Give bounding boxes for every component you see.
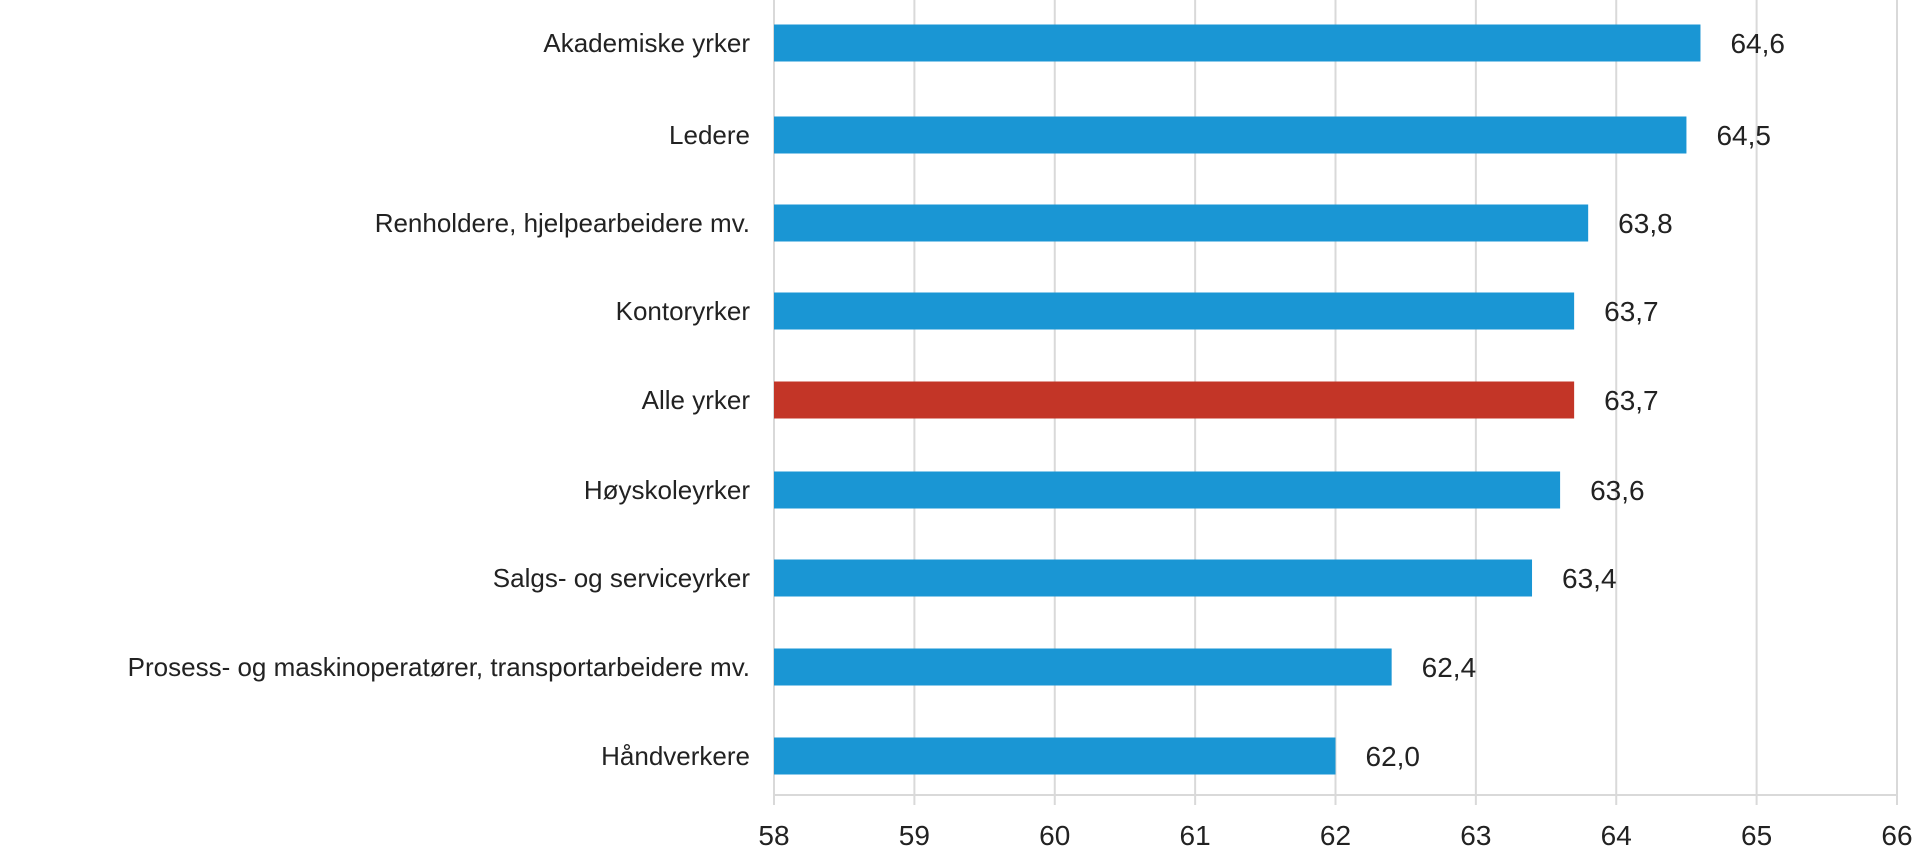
data-label: 63,6 [1590,475,1645,506]
data-label: 62,0 [1366,741,1421,772]
category-label: Renholdere, hjelpearbeidere mv. [375,208,750,238]
bar [774,116,1687,154]
x-tick-label: 64 [1601,820,1632,851]
x-tick-label: 63 [1460,820,1491,851]
data-label: 63,7 [1604,296,1659,327]
bar [774,204,1589,242]
bar [774,559,1533,597]
data-label: 64,6 [1730,28,1785,59]
bar [774,471,1561,509]
x-tick-label: 58 [758,820,789,851]
x-tick-label: 61 [1180,820,1211,851]
x-tick-label: 59 [899,820,930,851]
bar [774,292,1575,330]
data-label: 63,8 [1618,208,1673,239]
category-label: Akademiske yrker [543,28,750,58]
bar [774,381,1575,419]
data-label: 62,4 [1422,652,1477,683]
category-label: Ledere [669,120,750,150]
data-label: 64,5 [1716,120,1771,151]
x-tick-label: 65 [1741,820,1772,851]
category-label: Høyskoleyrker [584,475,750,505]
category-label: Alle yrker [642,385,751,415]
category-label: Prosess- og maskinoperatører, transporta… [128,652,750,682]
data-label: 63,4 [1562,563,1617,594]
data-label: 63,7 [1604,385,1659,416]
x-tick-label: 66 [1881,820,1912,851]
x-tick-label: 62 [1320,820,1351,851]
bar [774,648,1392,686]
x-tick-label: 60 [1039,820,1070,851]
category-label: Kontoryrker [616,296,751,326]
bar [774,24,1701,62]
bar [774,737,1336,775]
category-label: Håndverkere [601,741,750,771]
category-label: Salgs- og serviceyrker [493,563,751,593]
